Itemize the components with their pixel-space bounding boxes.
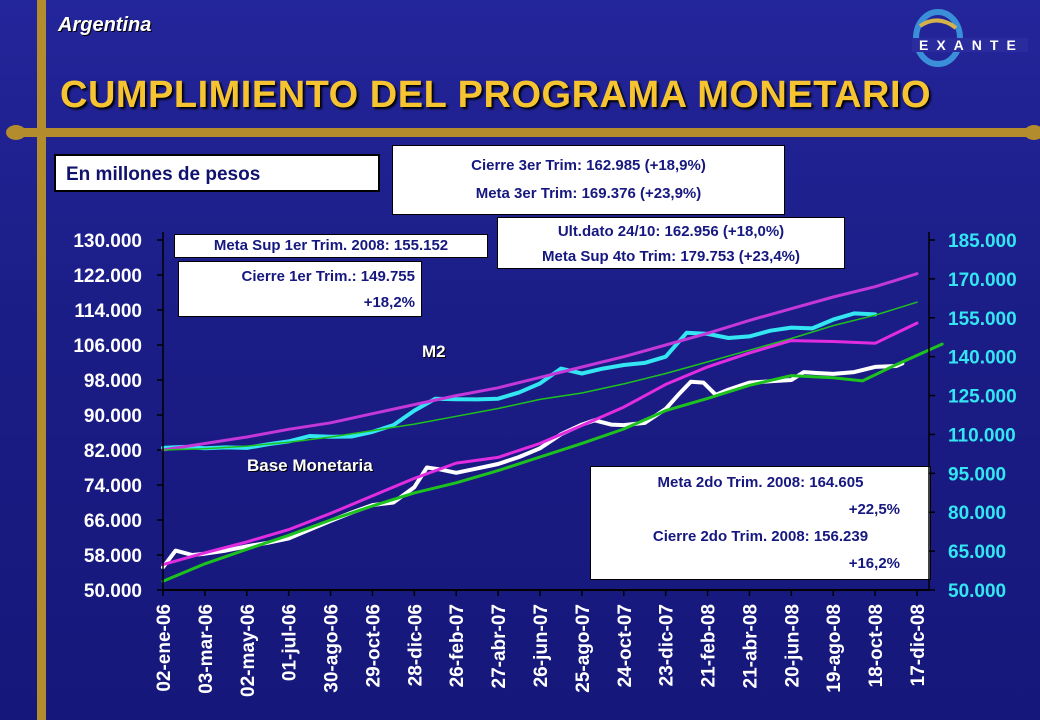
gold-horizontal-rule	[6, 125, 1040, 140]
x-tick-label: 19-ago-08	[824, 604, 845, 693]
right-tick-label: 125.000	[948, 387, 1017, 408]
q4-target-text: Meta Sup 4to Trim: 179.753 (+23,4%)	[541, 248, 801, 265]
q1-close-box: Cierre 1er Trim.: 149.755 +18,2%	[178, 261, 422, 317]
series-line-2	[162, 301, 918, 451]
q1-close-text: Cierre 1er Trim.: 149.755	[241, 268, 415, 285]
exante-logo: EXANTE	[912, 9, 1028, 67]
last-data-annotation-box: Ult.dato 24/10: 162.956 (+18,0%) Meta Su…	[497, 217, 845, 269]
gold-vertical-rule	[37, 0, 46, 720]
q2-close-pct: +16,2%	[848, 555, 900, 572]
country-label: Argentina	[58, 14, 152, 36]
left-tick-label: 122.000	[73, 266, 142, 287]
right-tick-label: 110.000	[948, 425, 1016, 446]
units-box: En millones de pesos	[54, 154, 380, 192]
x-tick-label: 18-oct-08	[866, 604, 887, 687]
right-tick-label: 95.000	[948, 464, 1006, 485]
x-tick-label: 29-oct-06	[363, 604, 384, 687]
last-data-text: Ult.dato 24/10: 162.956 (+18,0%)	[557, 223, 785, 240]
q3-close-text: Cierre 3er Trim: 162.985 (+18,9%)	[471, 157, 706, 174]
left-tick-label: 50.000	[84, 581, 142, 602]
x-tick-label: 30-ago-06	[322, 604, 343, 693]
left-tick-label: 106.000	[73, 336, 142, 357]
x-tick-label: 26-jun-07	[531, 604, 552, 687]
q1-target-box: Meta Sup 1er Trim. 2008: 155.152	[174, 234, 488, 258]
left-tick-label: 130.000	[73, 231, 142, 252]
series-line-5	[161, 342, 944, 583]
x-tick-label: 17-dic-08	[908, 604, 929, 686]
x-tick-label: 21-abr-08	[740, 604, 761, 689]
q2-annotation-box: Meta 2do Trim. 2008: 164.605 +22,5% Cier…	[590, 466, 931, 580]
right-tick-label: 80.000	[948, 503, 1006, 524]
right-tick-label: 50.000	[948, 581, 1006, 602]
x-tick-label: 27-abr-07	[489, 604, 510, 689]
right-tick-label: 185.000	[948, 231, 1017, 252]
slide-title: CUMPLIMIENTO DEL PROGRAMA MONETARIO	[60, 74, 932, 116]
left-tick-label: 66.000	[84, 511, 142, 532]
q2-target-text: Meta 2do Trim. 2008: 164.605	[657, 474, 864, 491]
q3-target-text: Meta 3er Trim: 169.376 (+23,9%)	[475, 185, 702, 202]
right-tick-label: 155.000	[948, 309, 1017, 330]
series-line-4	[161, 321, 919, 567]
m2-series-label: M2	[422, 342, 446, 361]
left-tick-label: 90.000	[84, 406, 142, 427]
q1-close-pct: +18,2%	[363, 294, 415, 311]
left-tick-label: 98.000	[84, 371, 142, 392]
x-tick-label: 02-may-06	[238, 604, 259, 697]
q1-target-text: Meta Sup 1er Trim. 2008: 155.152	[213, 237, 449, 254]
x-tick-label: 03-mar-06	[196, 604, 217, 694]
left-tick-label: 114.000	[74, 301, 142, 322]
x-tick-label: 26-feb-07	[447, 604, 468, 687]
q3-annotation-box: Cierre 3er Trim: 162.985 (+18,9%) Meta 3…	[392, 145, 785, 215]
x-tick-label: 02-ene-06	[154, 604, 175, 692]
x-tick-label: 25-ago-07	[573, 604, 594, 693]
q2-target-pct: +22,5%	[848, 501, 900, 518]
x-tick-label: 24-oct-07	[615, 604, 636, 687]
x-tick-label: 20-jun-08	[782, 604, 803, 687]
x-tick-label: 21-feb-08	[699, 604, 720, 687]
x-tick-label: 23-dic-07	[657, 604, 678, 686]
right-tick-label: 65.000	[948, 542, 1006, 563]
right-tick-label: 170.000	[948, 270, 1017, 291]
x-tick-label: 28-dic-06	[405, 604, 426, 686]
series-line-1	[161, 272, 919, 452]
left-tick-label: 74.000	[84, 476, 142, 497]
right-tick-label: 140.000	[948, 348, 1017, 369]
left-tick-label: 82.000	[84, 441, 142, 462]
q2-close-text: Cierre 2do Trim. 2008: 156.239	[652, 528, 869, 545]
base-series-label: Base Monetaria	[247, 456, 373, 475]
x-tick-label: 01-jul-06	[280, 604, 301, 681]
svg-text:EXANTE: EXANTE	[919, 37, 1024, 53]
left-tick-label: 58.000	[84, 546, 142, 567]
